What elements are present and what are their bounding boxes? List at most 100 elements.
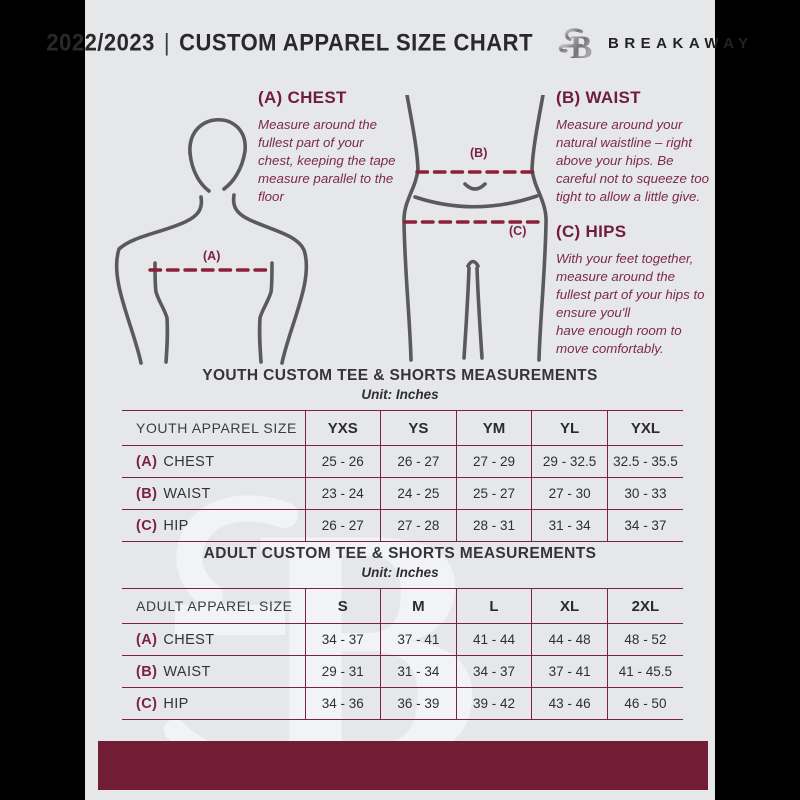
upper-body-figure — [114, 118, 309, 365]
table-cell: 41 - 45.5 — [606, 655, 683, 688]
waist-line-label: (B) — [470, 146, 488, 160]
adult-chest-label: (A) CHEST — [122, 623, 305, 656]
measurement-guide: (A) (B) (C) (A) CHEST Measure around the… — [85, 80, 715, 368]
table-row: (C) HIP 34 - 36 36 - 39 39 - 42 43 - 46 4… — [122, 687, 683, 720]
title-year: 2022/2023 — [46, 28, 155, 56]
table-cell: 26 - 27 — [304, 509, 381, 542]
adult-table-title: ADULT CUSTOM TEE & SHORTS MEASUREMENTS — [203, 545, 597, 562]
chest-body: Measure around the fullest part of your … — [258, 117, 396, 205]
footer-bar — [98, 741, 708, 790]
adult-size-s: S — [304, 588, 381, 624]
chest-heading: (A) CHEST — [258, 88, 347, 107]
table-cell: 41 - 44 — [455, 623, 532, 656]
table-cell: 43 - 46 — [531, 687, 608, 720]
waist-body: Measure around your natural waistline – … — [556, 117, 710, 205]
table-row: (A) CHEST 25 - 26 26 - 27 27 - 29 29 - 32… — [122, 445, 683, 478]
table-cell: 29 - 31 — [304, 655, 381, 688]
table-cell: 32.5 - 35.5 — [606, 445, 683, 478]
table-row: (B) WAIST 23 - 24 24 - 25 25 - 27 27 - 30… — [122, 477, 683, 510]
table-cell: 25 - 26 — [304, 445, 381, 478]
youth-hip-label: (C) HIP — [122, 509, 305, 542]
adult-size-l: L — [455, 588, 532, 624]
chest-line-label: (A) — [203, 249, 221, 263]
youth-size-header: YOUTH APPAREL SIZE — [122, 410, 305, 446]
adult-table-unit: Unit: Inches — [361, 565, 439, 580]
table-cell: 27 - 29 — [455, 445, 532, 478]
youth-size-yxl: YXL — [606, 410, 683, 446]
table-cell: 30 - 33 — [606, 477, 683, 510]
table-cell: 34 - 37 — [455, 655, 532, 688]
logo-letter: B — [570, 29, 592, 64]
hips-body: With your feet together, measure around … — [556, 251, 705, 357]
row-prefix: (A) — [136, 631, 158, 648]
adult-header-row: ADULT APPAREL SIZE S M L XL 2XL — [122, 588, 683, 624]
youth-chest-label: (A) CHEST — [122, 445, 305, 478]
youth-table-unit: Unit: Inches — [361, 387, 439, 402]
row-prefix: (B) — [136, 485, 158, 502]
waist-instructions: (B) WAIST Measure around your natural wa… — [556, 88, 710, 206]
youth-table-title: YOUTH CUSTOM TEE & SHORTS MEASUREMENTS — [202, 367, 598, 384]
adult-size-2xl: 2XL — [606, 588, 683, 624]
title-text: CUSTOM APPAREL SIZE CHART — [179, 28, 534, 56]
table-cell: 37 - 41 — [380, 623, 457, 656]
row-prefix: (A) — [136, 453, 158, 470]
table-row: (A) CHEST 34 - 37 37 - 41 41 - 44 44 - 48… — [122, 623, 683, 656]
youth-size-ym: YM — [455, 410, 532, 446]
table-cell: 34 - 37 — [304, 623, 381, 656]
youth-header-row: YOUTH APPAREL SIZE YXS YS YM YL YXL — [122, 410, 683, 446]
row-label: CHEST — [163, 453, 215, 470]
brand-group: B BREAKAWAY — [557, 22, 754, 64]
row-label: WAIST — [163, 663, 211, 680]
header: 2022/2023 | CUSTOM APPAREL SIZE CHART B — [46, 18, 748, 68]
row-prefix: (B) — [136, 663, 158, 680]
row-label: HIP — [163, 517, 189, 534]
table-cell: 25 - 27 — [455, 477, 532, 510]
table-cell: 36 - 39 — [380, 687, 457, 720]
adult-size-header: ADULT APPAREL SIZE — [122, 588, 305, 624]
youth-size-yl: YL — [531, 410, 608, 446]
table-cell: 31 - 34 — [380, 655, 457, 688]
youth-waist-label: (B) WAIST — [122, 477, 305, 510]
adult-size-table: ADULT APPAREL SIZE S M L XL 2XL (A) CHEST… — [122, 588, 683, 720]
title-divider: | — [163, 28, 171, 56]
row-prefix: (C) — [136, 517, 158, 534]
adult-size-m: M — [380, 588, 457, 624]
hips-line-label: (C) — [509, 224, 527, 238]
waist-heading: (B) WAIST — [556, 88, 641, 107]
table-cell: 44 - 48 — [531, 623, 608, 656]
table-cell: 24 - 25 — [380, 477, 457, 510]
row-label: CHEST — [163, 631, 215, 648]
table-cell: 27 - 30 — [531, 477, 608, 510]
youth-size-ys: YS — [380, 410, 457, 446]
table-cell: 23 - 24 — [304, 477, 381, 510]
table-cell: 37 - 41 — [531, 655, 608, 688]
adult-waist-label: (B) WAIST — [122, 655, 305, 688]
table-cell: 39 - 42 — [455, 687, 532, 720]
page-title: 2022/2023 | CUSTOM APPAREL SIZE CHART — [46, 29, 533, 57]
table-row: (B) WAIST 29 - 31 31 - 34 34 - 37 37 - 41… — [122, 655, 683, 688]
hips-instructions: (C) HIPS With your feet together, measur… — [556, 222, 710, 358]
row-label: HIP — [163, 695, 189, 712]
hips-heading: (C) HIPS — [556, 222, 627, 241]
lower-body-figure — [402, 95, 548, 362]
size-chart-page: B 2022/2023 | CUSTOM APPAREL SIZE CHART — [46, 0, 748, 800]
table-cell: 27 - 28 — [380, 509, 457, 542]
brand-name: BREAKAWAY — [608, 34, 754, 52]
breakaway-logo-icon: B — [558, 28, 592, 64]
youth-size-table: YOUTH APPAREL SIZE YXS YS YM YL YXL (A) C… — [122, 410, 683, 542]
table-cell: 29 - 32.5 — [531, 445, 608, 478]
table-cell: 26 - 27 — [380, 445, 457, 478]
table-cell: 48 - 52 — [606, 623, 683, 656]
table-cell: 34 - 37 — [606, 509, 683, 542]
youth-size-yxs: YXS — [304, 410, 381, 446]
table-cell: 28 - 31 — [455, 509, 532, 542]
table-cell: 31 - 34 — [531, 509, 608, 542]
table-cell: 46 - 50 — [606, 687, 683, 720]
adult-hip-label: (C) HIP — [122, 687, 305, 720]
table-row: (C) HIP 26 - 27 27 - 28 28 - 31 31 - 34 3… — [122, 509, 683, 542]
adult-size-xl: XL — [531, 588, 608, 624]
row-prefix: (C) — [136, 695, 158, 712]
chest-instructions: (A) CHEST Measure around the fullest par… — [258, 88, 400, 206]
table-cell: 34 - 36 — [304, 687, 381, 720]
